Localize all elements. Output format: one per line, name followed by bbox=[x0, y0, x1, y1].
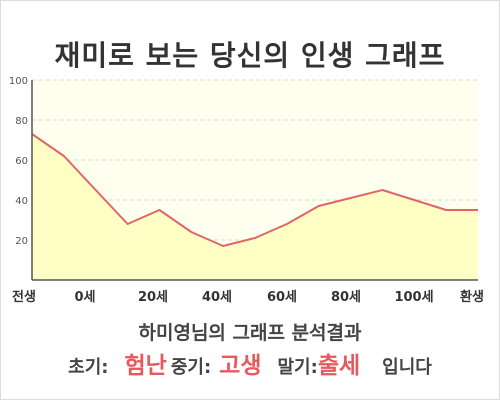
life-area bbox=[32, 134, 478, 280]
page-title: 재미로 보는 당신의 인생 그래프 bbox=[54, 39, 446, 72]
y-tick-label-20: 20 bbox=[15, 236, 28, 247]
y-tick-labels: 20 40 60 80 100 bbox=[9, 76, 28, 247]
x-tick-label: 전생 bbox=[12, 289, 36, 305]
mid-value: 고생 bbox=[219, 353, 262, 379]
axes bbox=[31, 80, 478, 281]
x-tick-label: 60세 bbox=[267, 290, 297, 305]
y-tick-label-80: 80 bbox=[15, 116, 28, 127]
analysis-heading: 하미영님의 그래프 분석결과 bbox=[138, 322, 362, 344]
x-tick-label: 100세 bbox=[394, 290, 433, 305]
x-tick-label: 0세 bbox=[74, 290, 95, 305]
early-value: 험난 bbox=[124, 353, 167, 379]
x-tick-labels: 전생 0세 20세 40세 60세 80세 100세 환생 bbox=[12, 289, 484, 305]
y-tick-label-60: 60 bbox=[15, 156, 28, 167]
x-tick-label: 20세 bbox=[138, 290, 168, 305]
x-tick-label: 환생 bbox=[460, 289, 484, 305]
late-label: 말기: bbox=[277, 357, 318, 378]
x-tick-label: 40세 bbox=[202, 290, 232, 305]
life-line bbox=[31, 133, 478, 247]
early-label: 초기: bbox=[68, 357, 109, 378]
x-tick-label: 80세 bbox=[331, 290, 361, 305]
late-value: 출세 bbox=[317, 353, 361, 379]
analysis-result: 초기: 험난 중기: 고생 말기:출세 입니다 bbox=[0, 346, 500, 380]
y-tick-label-40: 40 bbox=[15, 196, 28, 207]
result-suffix: 입니다 bbox=[382, 357, 432, 378]
y-tick-label-100: 100 bbox=[9, 76, 28, 87]
mid-label: 중기: bbox=[170, 357, 212, 378]
